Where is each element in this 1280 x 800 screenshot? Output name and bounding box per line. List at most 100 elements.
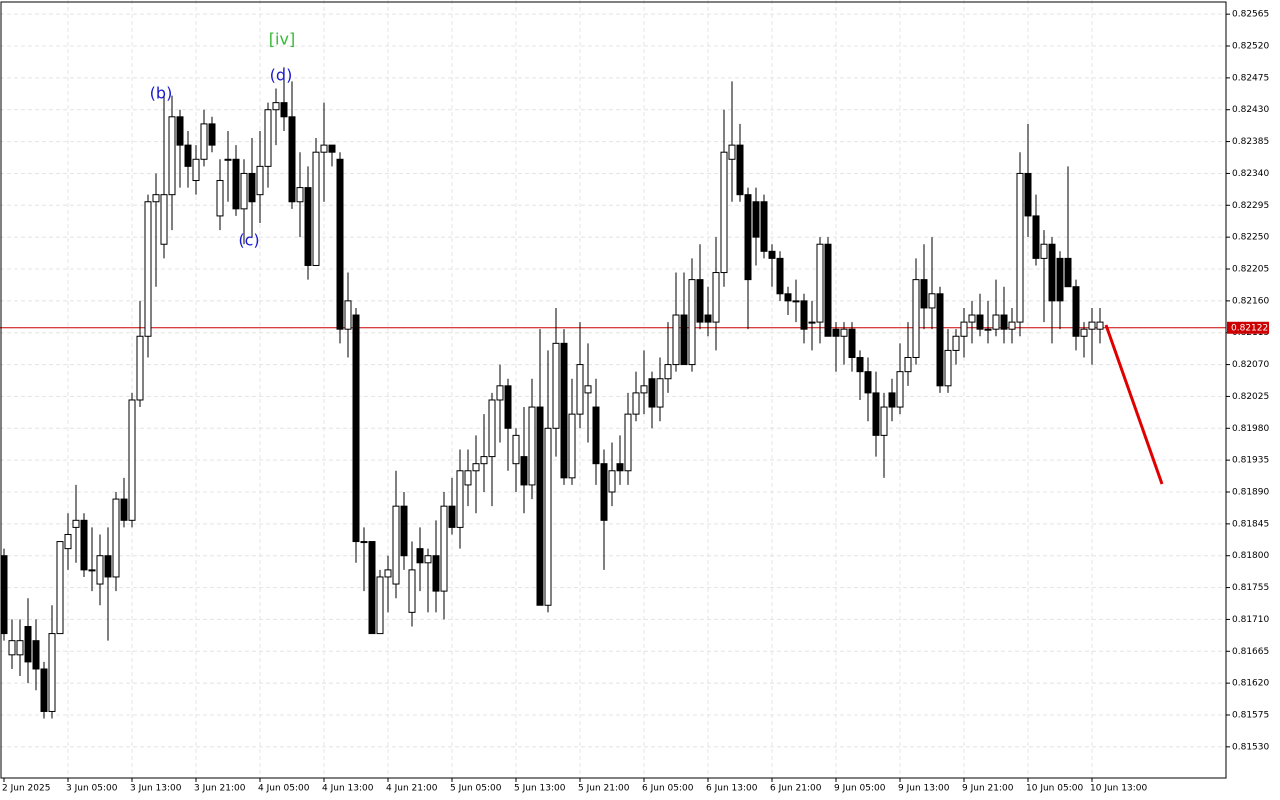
candle-body (1088, 321, 1096, 330)
y-tick-label: 0.82385 (1232, 137, 1269, 147)
candle-body (800, 300, 808, 330)
candle-body (408, 569, 416, 613)
candle-body (480, 456, 488, 465)
candle-body (848, 328, 856, 358)
x-tick-label: 5 Jun 13:00 (514, 784, 566, 794)
x-tick-label: 9 Jun 13:00 (898, 784, 950, 794)
x-tick-label: 3 Jun 13:00 (130, 784, 182, 794)
candle-body (672, 314, 680, 366)
candle-body (952, 335, 960, 351)
y-tick-label: 0.81665 (1232, 647, 1269, 657)
candle-body (976, 314, 984, 330)
candle-body (8, 640, 16, 656)
candle-body (576, 364, 584, 415)
candle-body (736, 144, 744, 196)
candle-body (176, 116, 184, 146)
candle-body (840, 328, 848, 337)
candle-body (1032, 215, 1040, 259)
candle-body (0, 555, 8, 635)
candle-body (184, 144, 192, 167)
plot: [iv] (b) (c) (d) (0, 30, 1226, 719)
candle-body (584, 385, 592, 394)
candle-body (760, 201, 768, 252)
x-tick-label: 3 Jun 21:00 (194, 784, 246, 794)
candle-body (384, 569, 392, 578)
candle-body (544, 427, 552, 606)
candle-body (1096, 321, 1104, 330)
candle-body (72, 519, 80, 528)
candle-body (728, 144, 736, 160)
candle-body (704, 314, 712, 323)
y-tick-label: 0.81935 (1232, 456, 1269, 466)
candle-body (56, 541, 64, 635)
candle-body (328, 144, 336, 153)
candle-body (296, 187, 304, 203)
candle-body (96, 555, 104, 585)
candle-body (816, 243, 824, 323)
candle-body (32, 640, 40, 670)
candle-body (272, 102, 280, 111)
candle-body (1008, 321, 1016, 330)
candle-body (1040, 243, 1048, 259)
candle-body (936, 293, 944, 387)
candle-body (256, 165, 264, 196)
x-tick-label: 6 Jun 05:00 (642, 784, 694, 794)
candle-body (440, 505, 448, 592)
candle-body (616, 463, 624, 472)
candle-body (152, 194, 160, 203)
candle-body (352, 314, 360, 543)
y-tick-label: 0.81710 (1232, 615, 1269, 625)
candle-body (824, 243, 832, 337)
candle-body (592, 406, 600, 465)
wave-label: (c) (238, 231, 259, 250)
candle-body (568, 413, 576, 479)
y-tick-label: 0.82250 (1232, 233, 1269, 243)
candle-body (528, 406, 536, 486)
candle-body (40, 668, 48, 712)
candle-body (992, 314, 1000, 330)
candle-body (280, 102, 288, 118)
candle-body (312, 151, 320, 266)
y-tick-label: 0.82565 (1232, 10, 1269, 20)
candle-body (1080, 328, 1088, 337)
candle-body (1064, 257, 1072, 288)
candle-body (240, 172, 248, 210)
candle-body (144, 201, 152, 337)
candle-body (496, 385, 504, 401)
candle-body (216, 180, 224, 217)
candle-body (520, 456, 528, 486)
candle-body (304, 187, 312, 266)
x-tick-label: 6 Jun 13:00 (706, 784, 758, 794)
x-tick-label: 9 Jun 21:00 (962, 784, 1014, 794)
candle-body (472, 463, 480, 472)
candle-body (832, 328, 840, 337)
candle-body (536, 406, 544, 606)
candle-body (336, 158, 344, 330)
candle-body (24, 626, 32, 663)
y-tick-label: 0.81575 (1232, 710, 1269, 720)
y-tick-label: 0.81845 (1232, 519, 1269, 529)
candle-body (200, 123, 208, 160)
candle-body (424, 555, 432, 564)
x-tick-label: 4 Jun 05:00 (258, 784, 310, 794)
candle-body (968, 314, 976, 323)
candle-body (416, 548, 424, 564)
candle-body (856, 356, 864, 373)
candle-body (264, 109, 272, 167)
candle-body (1056, 257, 1064, 302)
y-tick-label: 0.82430 (1232, 105, 1269, 115)
x-tick-label: 10 Jun 05:00 (1026, 784, 1083, 794)
wave-label: (d) (270, 66, 293, 85)
candle-body (120, 498, 128, 521)
candle-body (552, 342, 560, 429)
candle-body (784, 293, 792, 302)
candle-body (600, 463, 608, 521)
candle-body (864, 371, 872, 394)
candle-body (464, 470, 472, 486)
x-tick-label: 5 Jun 05:00 (450, 784, 502, 794)
wave-label: (b) (150, 84, 173, 103)
candle-body (136, 335, 144, 401)
candle-body (112, 498, 120, 578)
candle-body (192, 158, 200, 182)
